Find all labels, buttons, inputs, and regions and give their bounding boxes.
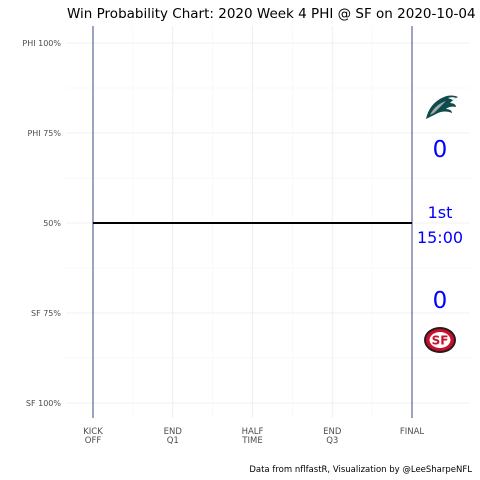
y-tick-label: PHI 75% — [27, 129, 61, 138]
y-tick-label: PHI 100% — [22, 39, 61, 48]
game-clock: 15:00 — [417, 228, 463, 247]
y-tick-label: SF 75% — [31, 309, 61, 318]
x-tick-label: END — [323, 427, 342, 437]
x-tick-label: HALF — [242, 427, 264, 437]
y-tick-label: SF 100% — [26, 399, 61, 408]
game-period: 1st — [428, 203, 453, 222]
svg-text:SF: SF — [432, 334, 449, 348]
away-score: 0 — [433, 137, 448, 163]
49ers-logo-icon: SF — [424, 327, 456, 353]
x-tick-label: FINAL — [400, 427, 425, 437]
y-axis-ticks: PHI 100% PHI 75% 50% SF 75% SF 100% — [22, 39, 61, 408]
x-tick-label-line2: OFF — [85, 436, 102, 446]
eagles-logo-icon — [426, 95, 458, 119]
x-tick-label-line2: Q1 — [167, 436, 179, 446]
x-tick-label: KICK — [83, 427, 103, 437]
home-score: 0 — [433, 288, 448, 314]
x-tick-label-line2: TIME — [241, 436, 262, 446]
y-tick-label: 50% — [43, 219, 61, 228]
chart-title: Win Probability Chart: 2020 Week 4 PHI @… — [67, 6, 476, 22]
caption: Data from nflfastR, Visualization by @Le… — [249, 465, 472, 475]
x-tick-label-line2: Q3 — [326, 436, 338, 446]
x-tick-label: END — [164, 427, 183, 437]
